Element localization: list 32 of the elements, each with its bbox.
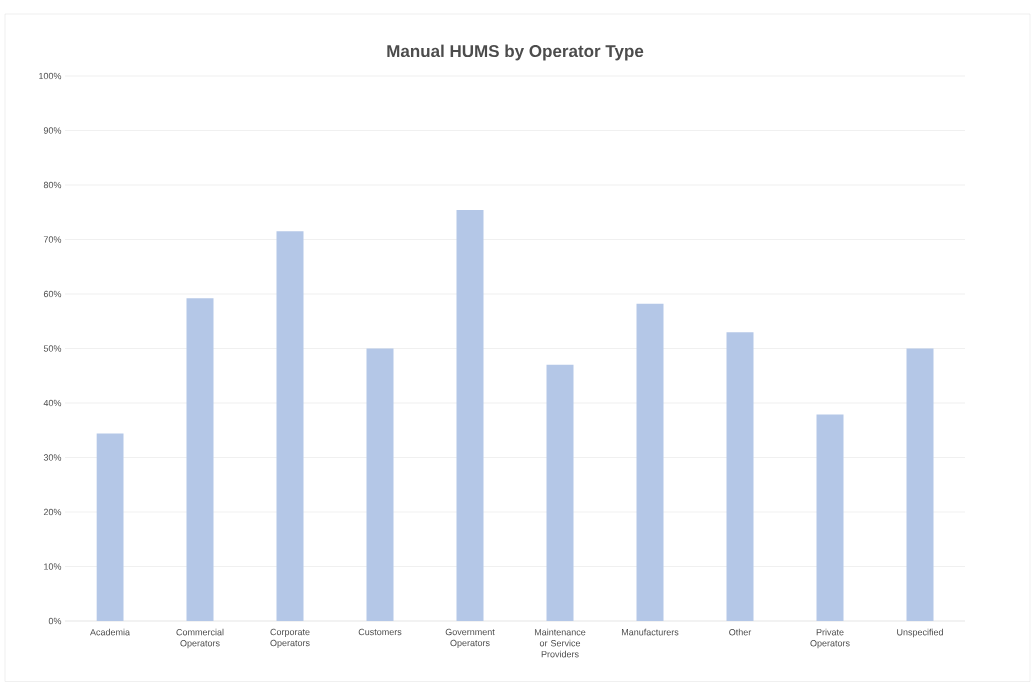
x-tick-label: Private Operators — [810, 628, 850, 649]
bar — [816, 414, 844, 621]
y-tick-label: 40% — [43, 399, 62, 407]
bar — [726, 332, 754, 621]
x-tick-label: Academia — [90, 628, 130, 636]
y-tick-label: 30% — [43, 454, 62, 461]
bar — [366, 348, 394, 621]
bar — [456, 210, 484, 621]
y-tick-label: 100% — [39, 72, 62, 80]
x-tick-label: Maintenance or Service Providers — [534, 628, 586, 658]
x-tick-label: Government Operators — [445, 628, 495, 648]
bar — [546, 364, 574, 621]
x-tick-label: Other — [729, 628, 752, 636]
x-tick-label: Unspecified — [897, 628, 943, 638]
y-tick-label: 80% — [43, 181, 62, 189]
x-tick-label: Customers — [358, 628, 402, 636]
x-tick-label: Manufacturers — [621, 628, 679, 636]
bar — [96, 433, 124, 621]
y-tick-label: 70% — [43, 236, 62, 243]
bar — [276, 231, 304, 621]
y-tick-label: 50% — [43, 345, 62, 352]
y-tick-label: 60% — [43, 290, 62, 298]
bar — [636, 303, 664, 621]
y-tick-label: 90% — [43, 127, 62, 134]
x-tick-label: Corporate Operators — [270, 628, 310, 648]
bar — [186, 298, 214, 621]
bar — [906, 348, 934, 621]
x-tick-label: Commercial Operators — [176, 628, 224, 649]
y-tick-label: 20% — [43, 508, 62, 516]
y-tick-label: 10% — [44, 563, 62, 570]
y-tick-label: 0% — [48, 617, 62, 625]
chart-title: Manual HUMS by Operator Type — [387, 44, 644, 61]
